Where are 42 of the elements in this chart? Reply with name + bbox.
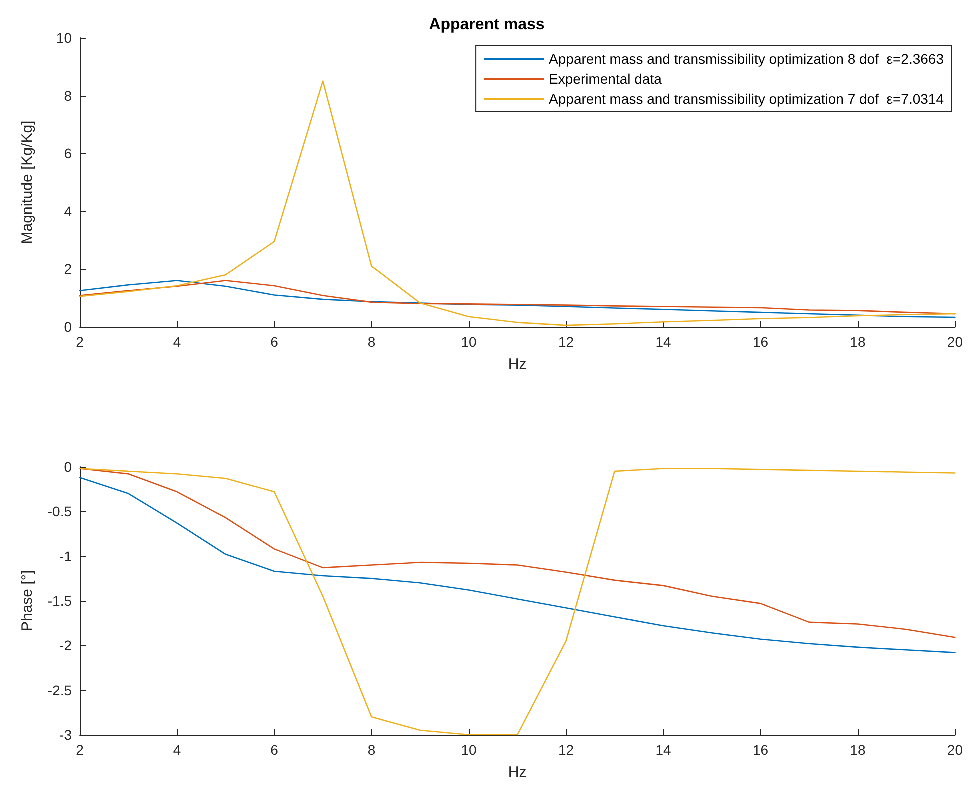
x-tick-label: 4: [173, 334, 182, 350]
y-tick-label: 4: [64, 203, 72, 220]
x-tick-label: 20: [947, 334, 964, 350]
x-axis-title: Hz: [508, 764, 527, 781]
y-tick-label: -0.5: [48, 504, 72, 520]
x-tick-label: 16: [752, 334, 769, 350]
x-tick-label: 20: [947, 742, 964, 758]
x-tick-label: 12: [558, 742, 574, 758]
y-tick-label: 0: [64, 319, 72, 335]
legend-label: Apparent mass and transmissibility optimization 7 dof ε=7.0314: [549, 91, 944, 107]
x-tick-label: 4: [173, 742, 182, 758]
y-tick-label: -1.5: [48, 593, 72, 609]
x-tick-label: 14: [656, 742, 672, 758]
legend-label: Experimental data: [549, 71, 662, 87]
y-axis-title: Magnitude [Kg/Kg]: [19, 120, 36, 244]
x-tick-label: 8: [368, 742, 376, 758]
x-tick-label: 6: [270, 334, 279, 350]
y-axis-title: Phase [°]: [19, 570, 36, 632]
x-tick-label: 16: [752, 742, 769, 758]
x-tick-label: 18: [850, 334, 866, 350]
y-tick-label: 0: [64, 459, 72, 475]
y-tick-label: 2: [64, 261, 72, 278]
x-tick-label: 12: [558, 334, 574, 350]
line-series: [79, 468, 956, 736]
x-tick-label: 2: [76, 334, 84, 350]
x-tick-label: 10: [461, 334, 477, 350]
y-tick-label: 8: [64, 88, 72, 104]
x-tick-label: 8: [368, 334, 376, 350]
y-tick-label: -1: [60, 548, 72, 564]
x-axis-title: Hz: [508, 356, 527, 373]
y-tick-label: 10: [56, 30, 72, 46]
y-tick-label: -2.5: [48, 682, 72, 698]
y-tick-label: 6: [64, 146, 72, 162]
y-tick-label: -2: [60, 638, 72, 654]
x-tick-label: 2: [76, 742, 84, 758]
x-tick-label: 6: [270, 742, 279, 758]
x-tick-label: 18: [850, 742, 866, 758]
y-tick-label: -3: [60, 727, 72, 743]
legend-label: Apparent mass and transmissibility optimization 8 dof ε=2.3663: [549, 51, 944, 67]
chart-title: Apparent mass: [429, 16, 545, 34]
x-tick-label: 14: [656, 334, 672, 350]
x-tick-label: 10: [461, 742, 477, 758]
